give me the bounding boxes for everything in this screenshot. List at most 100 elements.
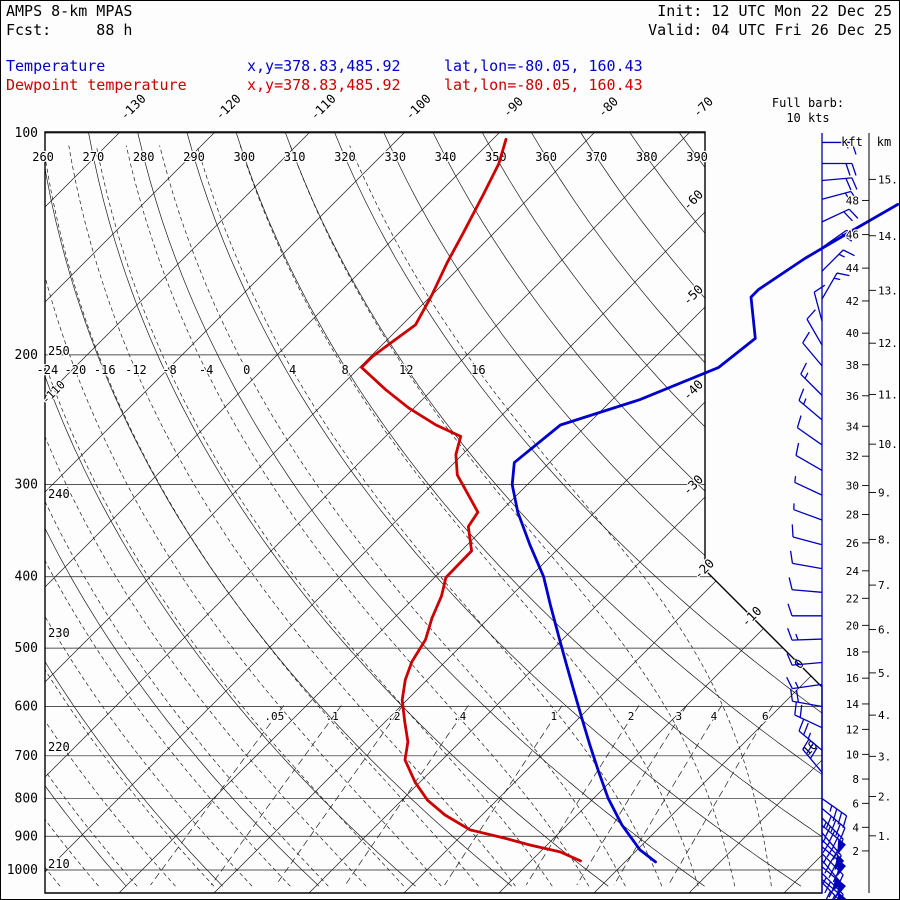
- wind-barb: [802, 342, 823, 367]
- svg-text:-90: -90: [500, 94, 527, 121]
- theta-label-top: 360: [535, 150, 557, 164]
- moist-adiabat: [45, 145, 442, 887]
- dewpoint-trace: [360, 137, 582, 863]
- km-header: km: [877, 135, 891, 149]
- dry-adiabat: [45, 132, 127, 887]
- moist-adiabat: [349, 145, 772, 887]
- temperature-trace: [510, 203, 900, 864]
- theta-label-left: 240: [48, 487, 70, 501]
- model-title: AMPS 8-km MPAS: [6, 2, 133, 20]
- isotherm-line: [45, 132, 501, 893]
- wind-barb: [806, 318, 823, 346]
- wind-barb: [821, 853, 844, 876]
- isotherm-line: [0, 132, 25, 893]
- km-tick-label: 3.: [878, 750, 891, 763]
- kft-tick-label: 16: [846, 672, 859, 685]
- wind-barb: [792, 683, 823, 690]
- isotherm-line: [45, 132, 406, 893]
- kft-tick-label: 42: [846, 295, 859, 308]
- dry-adiabat: [432, 132, 822, 887]
- wind-barb: [793, 509, 823, 521]
- mixing-ratio-line: [150, 705, 284, 886]
- mixing-ratio-line: [275, 705, 404, 886]
- wind-barb: [813, 291, 823, 322]
- thetaw-label: -20: [65, 363, 87, 377]
- wind-barb: [792, 589, 823, 593]
- mixing-ratio-label: 4: [711, 710, 718, 723]
- isotherm-line: [213, 132, 822, 893]
- valid-time: Valid: 04 UTC Fri 26 Dec 25: [648, 21, 892, 39]
- mixing-ratio-line: [576, 705, 687, 886]
- isotherm-line: [118, 132, 822, 893]
- svg-text:-110: -110: [38, 377, 68, 407]
- pressure-label: 200: [15, 348, 38, 363]
- kft-tick-label: 4: [852, 821, 859, 834]
- dry-adiabat: [0, 133, 30, 886]
- isotherm-label-top: -70: [688, 92, 717, 121]
- wind-barb-legend: Full barb: 10 kts: [766, 96, 850, 126]
- mixing-ratio-line: [668, 705, 774, 886]
- wind-barb: [821, 208, 850, 223]
- theta-label-left: 220: [48, 740, 70, 754]
- kft-tick-label: 34: [846, 420, 860, 433]
- kft-tick-label: 36: [846, 390, 859, 403]
- wind-barb: [792, 536, 823, 546]
- isotherm-line: [498, 132, 822, 893]
- isotherm-line: [593, 132, 822, 893]
- moist-adiabat: [239, 145, 699, 887]
- mixing-ratio-line: [345, 705, 469, 886]
- isotherm-label-top: -130: [116, 90, 150, 124]
- kft-tick-label: 10: [846, 748, 859, 761]
- moist-adiabat: [45, 145, 405, 887]
- moist-adiabat: [45, 145, 291, 887]
- dry-adiabat: [45, 132, 223, 887]
- isotherm-label-right: -60: [678, 185, 707, 214]
- isotherm-line: [45, 132, 691, 893]
- isotherm-label-top: -90: [498, 92, 527, 121]
- theta-label-top: 380: [636, 150, 658, 164]
- km-tick-label: 7.: [878, 579, 891, 592]
- theta-label-top: 260: [32, 150, 54, 164]
- wind-barb: [792, 700, 823, 708]
- moist-adiabat: [45, 145, 367, 887]
- wind-barb-legend-line2: 10 kts: [786, 111, 830, 125]
- dry-adiabat: [728, 132, 822, 887]
- dry-adiabat: [137, 132, 705, 887]
- wind-barb: [791, 638, 823, 641]
- wind-barb: [821, 872, 844, 895]
- kft-header: kft: [841, 135, 863, 149]
- moist-adiabat: [45, 145, 176, 887]
- isotherm-label-top: -120: [211, 90, 245, 124]
- isotherm-label-right: -50: [678, 280, 707, 309]
- wind-barb-column: [786, 133, 859, 900]
- theta-label-top: 370: [586, 150, 608, 164]
- kft-tick-label: 26: [846, 537, 859, 550]
- theta-label-left: 250: [48, 344, 70, 358]
- wind-barb: [798, 400, 823, 421]
- kft-tick-label: 8: [852, 773, 859, 786]
- dry-adiabat: [45, 132, 513, 887]
- km-tick-label: 14.: [878, 230, 898, 243]
- forecast-hour: Fcst: 88 h: [6, 21, 133, 39]
- pressure-label: 500: [15, 641, 38, 656]
- isotherm-label-top: -110: [306, 90, 340, 124]
- isotherm-line: [308, 132, 822, 893]
- wind-barb: [792, 661, 823, 666]
- kft-tick-label: 12: [846, 723, 859, 736]
- thetaw-label: 16: [471, 363, 485, 377]
- kft-tick-label: 14: [846, 698, 860, 711]
- km-tick-label: 2.: [878, 791, 891, 804]
- wind-barb: [797, 427, 823, 446]
- wind-barb: [821, 249, 844, 272]
- dry-adiabat: [45, 132, 320, 887]
- kft-tick-label: 20: [846, 619, 859, 632]
- svg-text:-110: -110: [307, 91, 339, 123]
- dry-adiabat: [679, 132, 822, 887]
- dry-adiabat: [235, 132, 822, 887]
- isotherm-line: [688, 132, 822, 893]
- km-tick-label: 12.: [878, 337, 898, 350]
- kft-tick-label: 46: [846, 229, 859, 242]
- wind-barb: [794, 481, 823, 496]
- km-tick-label: 10.: [878, 438, 898, 451]
